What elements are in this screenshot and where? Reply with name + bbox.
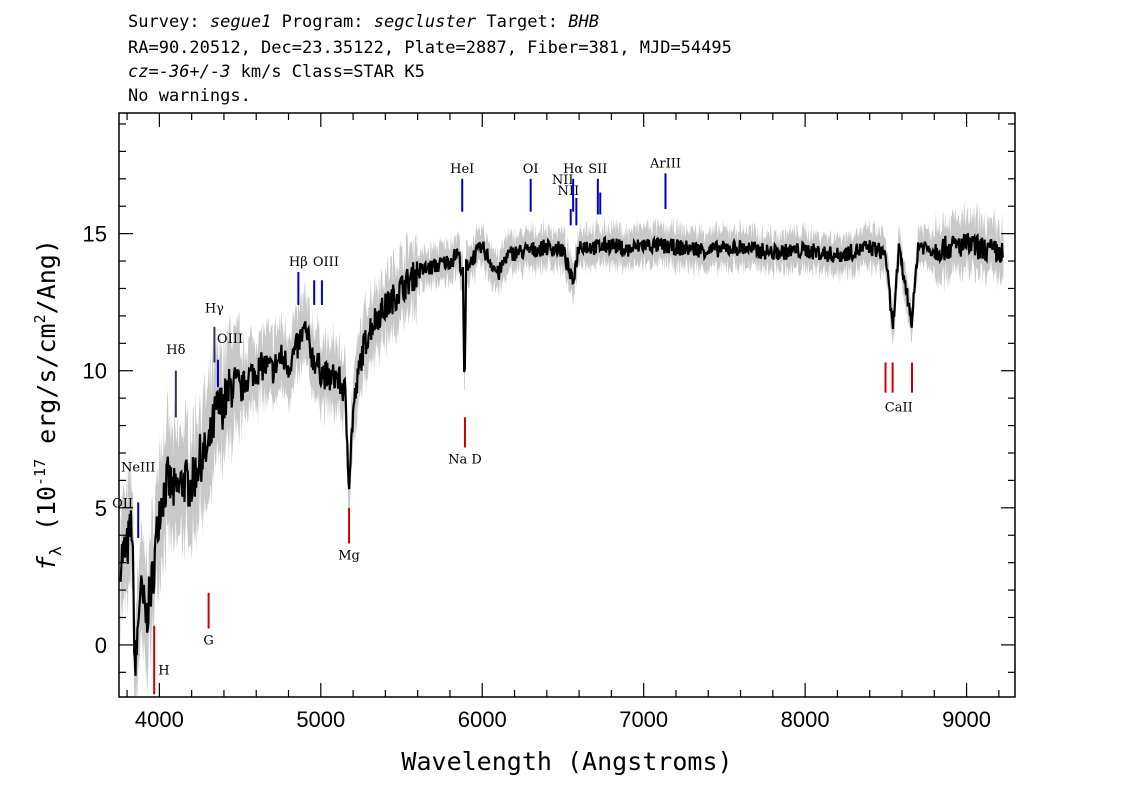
y-tick-label: 15 [83, 222, 107, 247]
spectral-line-label: NeIII [121, 461, 155, 476]
plot-frame [118, 112, 1016, 698]
cz-value: -36+/-3 [158, 62, 231, 82]
x-axis-label: Wavelength (Angstroms) [401, 747, 732, 776]
spectral-line-label: NII [552, 173, 574, 188]
spectral-line-label: Hα [563, 162, 583, 177]
cz-unit-class: km/s Class=STAR K5 [230, 62, 425, 82]
y-tick-label: 10 [83, 359, 107, 384]
axes: 4000 5000 6000 7000 8000 9000 0 5 10 15 [83, 113, 1015, 732]
spectral-line-label: Hβ [289, 255, 308, 270]
spectral-line-label: OIII [217, 332, 243, 347]
line-markers [137, 173, 914, 695]
header-line-3: cz=-36+/-3 km/s Class=STAR K5 [128, 62, 425, 82]
header-line-1: Survey: segue1 Program: segcluster Targe… [128, 12, 599, 32]
header-line-4: No warnings. [128, 86, 251, 106]
y-tick-label: 5 [95, 496, 107, 521]
program-value: segcluster [373, 12, 477, 32]
error-band-area [120, 201, 1004, 697]
flux-line [119, 232, 1005, 676]
spectral-line-label: Mg [338, 548, 360, 563]
target-value: BHB [568, 12, 599, 32]
spectral-line-label: HeI [450, 162, 474, 177]
spectral-line-label: SII [588, 162, 607, 177]
spectral-line-label: H [158, 664, 169, 679]
cz-label: cz= [128, 62, 159, 82]
flux-series-line [119, 232, 1005, 676]
x-tick-label: 9000 [942, 707, 991, 732]
spectral-line-label: OIII [313, 255, 339, 270]
target-label: Target: [486, 12, 558, 32]
survey-value: segue1 [209, 12, 272, 32]
spectral-line-label: ArIII [649, 156, 681, 171]
program-label: Program: [281, 12, 364, 32]
x-tick-label: 4000 [135, 707, 184, 732]
survey-label: Survey: [128, 12, 200, 32]
header-line-2: RA=90.20512, Dec=23.35122, Plate=2887, F… [128, 38, 732, 58]
spectral-line-label: Na D [448, 452, 482, 467]
x-tick-label: 6000 [458, 707, 507, 732]
x-tick-label: 5000 [296, 707, 345, 732]
error-band [120, 201, 1004, 697]
spectral-line-label: NII [558, 184, 580, 199]
spectral-line-label: CaII [885, 400, 913, 415]
y-tick-label: 0 [95, 633, 107, 658]
spectral-line-label: OI [523, 162, 539, 177]
spectral-line-label: Hδ [166, 343, 185, 358]
x-tick-label: 7000 [619, 707, 668, 732]
x-tick-label: 8000 [781, 707, 830, 732]
spectral-line-label: G [203, 633, 213, 648]
spectral-line-label: OII [112, 496, 133, 511]
y-axis-label: fλ (10-17 erg/s/cm2/Ang) [31, 239, 65, 571]
spectral-line-label: Hγ [205, 302, 224, 317]
